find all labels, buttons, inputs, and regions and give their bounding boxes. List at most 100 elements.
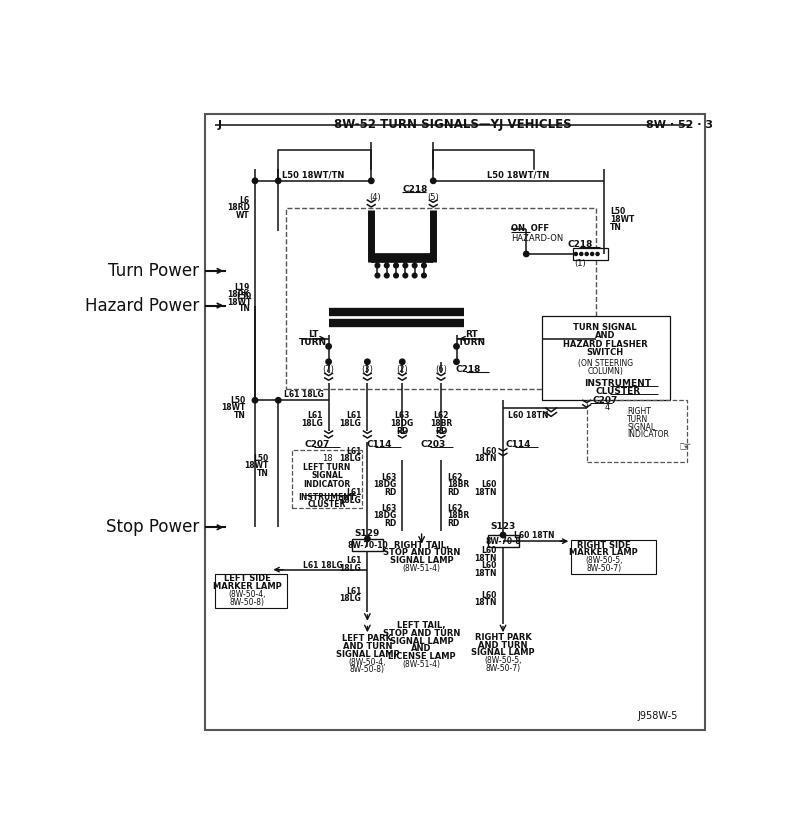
Text: 18: 18 [322, 453, 332, 462]
Text: C207: C207 [304, 441, 330, 450]
Text: LEFT TURN: LEFT TURN [303, 463, 350, 471]
Circle shape [430, 178, 436, 183]
Text: 18TN: 18TN [474, 598, 497, 607]
Text: (1): (1) [574, 259, 586, 267]
Text: L61: L61 [346, 488, 361, 497]
Text: 18TN: 18TN [474, 488, 497, 497]
Text: L50: L50 [610, 207, 626, 216]
Text: SIGNAL LAMP: SIGNAL LAMP [390, 556, 454, 565]
Text: TN: TN [257, 469, 269, 478]
Text: 18BR: 18BR [447, 481, 470, 490]
Bar [542, 316, 670, 401]
Circle shape [275, 178, 281, 183]
Text: L61: L61 [346, 412, 361, 420]
Circle shape [252, 397, 258, 403]
Text: L50: L50 [254, 453, 269, 462]
Circle shape [326, 359, 331, 365]
Text: (4): (4) [370, 193, 381, 202]
Circle shape [422, 273, 426, 278]
Text: HAZARD-ON: HAZARD-ON [510, 234, 563, 243]
Circle shape [596, 252, 599, 256]
Text: (8W-50-4,: (8W-50-4, [229, 590, 266, 599]
Text: L62: L62 [447, 504, 462, 512]
Circle shape [585, 252, 588, 256]
Circle shape [454, 310, 458, 314]
Text: C218: C218 [402, 185, 428, 194]
Text: RD: RD [385, 488, 397, 497]
Text: RT: RT [466, 331, 478, 339]
Circle shape [275, 397, 281, 403]
Circle shape [366, 310, 370, 314]
Text: TURN: TURN [627, 415, 648, 424]
Text: RD: RD [447, 488, 459, 497]
Text: 8W-52 TURN SIGNALS—YJ VEHICLES: 8W-52 TURN SIGNALS—YJ VEHICLES [334, 118, 571, 131]
Text: C218: C218 [455, 365, 481, 374]
Bar [286, 207, 596, 389]
Text: 18LG: 18LG [339, 564, 361, 572]
Text: 18WT: 18WT [226, 298, 251, 307]
Circle shape [252, 178, 258, 183]
Bar [352, 539, 383, 551]
Text: TURN: TURN [299, 338, 327, 347]
Circle shape [412, 273, 417, 278]
Text: 18PK: 18PK [227, 290, 250, 299]
Bar [292, 451, 362, 508]
Text: SIGNAL: SIGNAL [311, 471, 343, 480]
Text: LT: LT [308, 331, 318, 339]
Text: INDICATOR: INDICATOR [303, 480, 350, 489]
Text: L61: L61 [307, 412, 322, 420]
Text: MARKER LAMP: MARKER LAMP [213, 582, 282, 591]
Circle shape [365, 536, 370, 541]
Text: 18TN: 18TN [474, 554, 497, 562]
Circle shape [454, 359, 459, 365]
Text: 18WT: 18WT [245, 461, 269, 470]
Text: L61 18LG: L61 18LG [284, 391, 324, 399]
Circle shape [397, 310, 400, 314]
Text: C203: C203 [421, 441, 446, 450]
Bar [487, 535, 518, 547]
Bar [571, 541, 657, 574]
Text: (7): (7) [322, 365, 334, 374]
Text: SWITCH: SWITCH [586, 348, 624, 357]
Circle shape [394, 263, 398, 268]
Text: LEFT TAIL,: LEFT TAIL, [398, 621, 446, 631]
Bar [205, 114, 705, 730]
Text: 18BR: 18BR [447, 511, 470, 521]
Circle shape [385, 273, 389, 278]
Circle shape [427, 310, 431, 314]
Text: (8W-51-4): (8W-51-4) [402, 564, 441, 572]
Text: SIGNAL LAMP: SIGNAL LAMP [471, 648, 535, 657]
Text: L50 18WT/TN: L50 18WT/TN [487, 171, 550, 180]
Text: 8W-50-8): 8W-50-8) [350, 666, 385, 674]
Text: RD: RD [435, 426, 447, 436]
Circle shape [350, 310, 354, 314]
Text: RIGHT SIDE: RIGHT SIDE [577, 541, 630, 550]
Text: 18TN: 18TN [474, 569, 497, 578]
Text: INDICATOR: INDICATOR [627, 431, 669, 440]
Text: L60: L60 [482, 446, 497, 456]
Text: 18WT: 18WT [222, 403, 246, 412]
Circle shape [375, 273, 380, 278]
Text: L63: L63 [382, 473, 397, 481]
Text: L61: L61 [346, 556, 361, 565]
Bar [214, 574, 286, 608]
Text: 18LG: 18LG [339, 419, 361, 428]
Text: 18LG: 18LG [339, 454, 361, 463]
Circle shape [385, 263, 389, 268]
Circle shape [403, 273, 408, 278]
Circle shape [422, 263, 426, 268]
Text: Turn Power: Turn Power [108, 262, 199, 280]
Text: L60: L60 [482, 481, 497, 490]
Text: INSTRUMENT: INSTRUMENT [298, 493, 356, 501]
Text: TN: TN [234, 412, 246, 420]
Text: AND TURN: AND TURN [342, 642, 392, 651]
Text: L50 18WT/TN: L50 18WT/TN [282, 171, 344, 180]
Circle shape [369, 178, 374, 183]
Text: RIGHT PARK: RIGHT PARK [474, 633, 531, 642]
Circle shape [447, 310, 450, 314]
Text: L62: L62 [434, 412, 449, 420]
Text: RIGHT TAIL,: RIGHT TAIL, [394, 541, 450, 550]
Circle shape [523, 252, 529, 257]
Text: TURN SIGNAL: TURN SIGNAL [574, 322, 637, 332]
Text: L63: L63 [394, 412, 410, 420]
